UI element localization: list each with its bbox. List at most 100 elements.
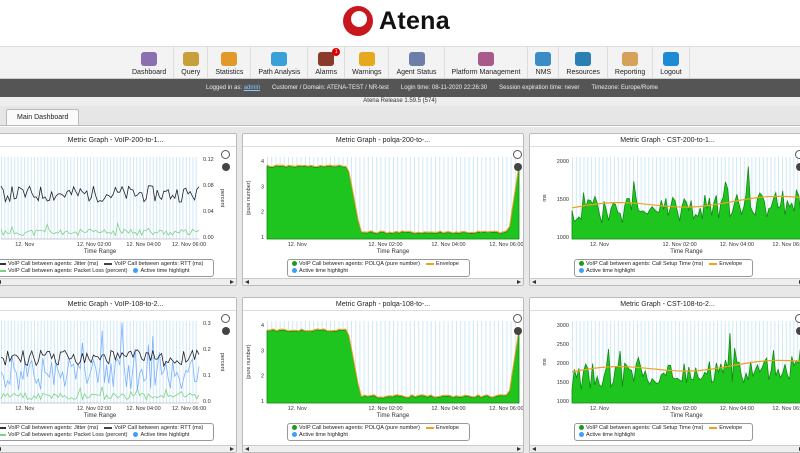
scroll-right-icon[interactable] (230, 447, 234, 451)
legend-item[interactable]: VoIP Call between agents: Call Setup Tim… (579, 425, 703, 431)
menu-item-warnings[interactable]: Warnings (345, 47, 390, 78)
menu-item-logout[interactable]: Logout (653, 47, 690, 78)
highlight-band (481, 321, 483, 403)
legend-item[interactable]: Envelope (425, 261, 459, 267)
menu-item-path-analysis[interactable]: Path Analysis (251, 47, 309, 78)
legend-item[interactable]: VoIP Call between agents: Call Setup Tim… (579, 261, 703, 267)
reset-zoom-icon[interactable] (221, 327, 230, 335)
panel-scrollbar[interactable] (243, 278, 523, 285)
panel-scrollbar[interactable] (243, 445, 523, 452)
scroll-left-icon[interactable] (532, 280, 536, 284)
highlight-band (418, 157, 420, 239)
menu-item-platform-management[interactable]: Platform Management (445, 47, 529, 78)
highlight-band (409, 321, 411, 403)
highlight-band (152, 321, 154, 403)
panel-scrollbar[interactable] (530, 278, 800, 285)
panel-scrollbar[interactable] (530, 445, 800, 452)
y-axis-title: ms (542, 194, 548, 202)
reset-zoom-icon[interactable] (513, 163, 522, 171)
legend-item[interactable]: Active time highlight (133, 432, 189, 438)
scroll-right-icon[interactable] (517, 447, 521, 451)
menu-item-resources[interactable]: Resources (559, 47, 608, 78)
y-tick-label: 2000 (557, 361, 569, 367)
highlight-band (675, 321, 677, 403)
menu-item-nms[interactable]: NMS (528, 47, 560, 78)
legend-label: Active time highlight (586, 268, 635, 274)
menu-item-dashboard[interactable]: Dashboard (125, 47, 175, 78)
legend-item[interactable]: Active time highlight (579, 432, 635, 438)
zoom-icon[interactable] (513, 314, 522, 323)
tab-main-dashboard[interactable]: Main Dashboard (6, 109, 80, 125)
scroll-left-icon[interactable] (245, 280, 249, 284)
menu-item-agent-status[interactable]: Agent Status (389, 47, 445, 78)
scroll-left-icon[interactable] (0, 447, 1, 451)
y-tick-label: 1500 (557, 197, 569, 203)
scroll-right-icon[interactable] (230, 280, 234, 284)
highlight-band (629, 321, 631, 403)
highlight-band (34, 157, 35, 239)
menu-item-statistics[interactable]: Statistics (208, 47, 252, 78)
logged-in-label: Logged in as: (206, 85, 243, 91)
highlight-band (785, 157, 787, 239)
highlight-band (613, 157, 615, 239)
legend-item[interactable]: VoIP Call between agents: RTT (ms) (104, 261, 203, 267)
highlight-band (7, 321, 9, 403)
chart-svg[interactable]: 12. Nov 12. Nov 02:00 12. Nov 04:00 12. Nov… (243, 147, 524, 280)
highlight-band (602, 321, 604, 403)
legend-dot-icon (579, 432, 584, 438)
legend-item[interactable]: VoIP Call between agents: Packet Loss (p… (0, 268, 127, 274)
highlight-band (743, 321, 745, 403)
highlight-band (397, 321, 399, 403)
reset-zoom-icon[interactable] (513, 327, 522, 335)
legend-item[interactable]: Active time highlight (133, 268, 189, 274)
menu-item-reporting[interactable]: Reporting (608, 47, 654, 78)
zoom-icon[interactable] (221, 314, 230, 323)
legend-item[interactable]: VoIP Call between agents: POLQA (pure nu… (292, 261, 420, 267)
panel-scrollbar[interactable] (0, 278, 236, 285)
zoom-icon[interactable] (795, 150, 800, 159)
legend-item[interactable]: Active time highlight (292, 432, 348, 438)
legend-item[interactable]: Envelope (425, 425, 459, 431)
legend-label: VoIP Call between agents: Call Setup Tim… (586, 425, 704, 431)
session-expiration: Session expiration time: never (499, 85, 580, 91)
zoom-icon[interactable] (795, 314, 800, 323)
legend-item[interactable]: VoIP Call between agents: Packet Loss (p… (0, 432, 127, 438)
reset-zoom-icon[interactable] (221, 163, 230, 171)
legend-item[interactable]: Envelope (709, 425, 742, 431)
user-link[interactable]: admin (243, 85, 261, 91)
zoom-icon[interactable] (513, 150, 522, 159)
legend-item[interactable]: VoIP Call between agents: RTT (ms) (104, 425, 203, 431)
chart-svg[interactable]: 12. Nov 12. Nov 02:00 12. Nov 04:00 12. Nov… (0, 147, 237, 280)
highlight-band (185, 157, 187, 239)
chart-svg[interactable]: 12. Nov 12. Nov 02:00 12. Nov 04:00 12. Nov… (530, 147, 800, 280)
scroll-left-icon[interactable] (0, 280, 1, 284)
panel-scrollbar[interactable] (0, 445, 236, 452)
reset-zoom-icon[interactable] (795, 327, 800, 335)
zoom-icon[interactable] (221, 150, 230, 159)
legend-item[interactable]: Envelope (709, 261, 742, 267)
menu-item-alarms[interactable]: Alarms 1 (308, 47, 346, 78)
scroll-left-icon[interactable] (532, 447, 536, 451)
highlight-band (43, 157, 45, 239)
call-setup-area (571, 166, 800, 240)
chart-svg[interactable]: 12. Nov 12. Nov 02:00 12. Nov 04:00 12. Nov… (0, 311, 237, 447)
chart-svg[interactable]: 12. Nov 12. Nov 02:00 12. Nov 04:00 12. Nov… (243, 311, 524, 447)
legend-item[interactable]: VoIP Call between agents: Jitter (ms) (0, 425, 98, 431)
legend-item[interactable]: VoIP Call between agents: POLQA (pure nu… (292, 425, 420, 431)
legend-item[interactable]: VoIP Call between agents: Jitter (ms) (0, 261, 98, 267)
highlight-band (456, 157, 457, 239)
menu-item-query[interactable]: Query (174, 47, 209, 78)
highlight-band (675, 157, 677, 239)
highlight-band (363, 157, 365, 239)
highlight-band (169, 321, 171, 403)
metric-graph-panel: Metric Graph - CST-108-to-2... 12. Nov 12.… (529, 297, 800, 453)
panel-title: Metric Graph - polqa-200-to-... (243, 134, 523, 147)
legend-item[interactable]: Active time highlight (579, 268, 635, 274)
legend-item[interactable]: Active time highlight (292, 268, 348, 274)
x-tick-label: 12. Nov 04:00 (720, 406, 754, 412)
scroll-left-icon[interactable] (245, 447, 249, 451)
highlight-band (20, 157, 22, 239)
reset-zoom-icon[interactable] (795, 163, 800, 171)
chart-svg[interactable]: 12. Nov 12. Nov 02:00 12. Nov 04:00 12. Nov… (530, 311, 800, 447)
scroll-right-icon[interactable] (517, 280, 521, 284)
